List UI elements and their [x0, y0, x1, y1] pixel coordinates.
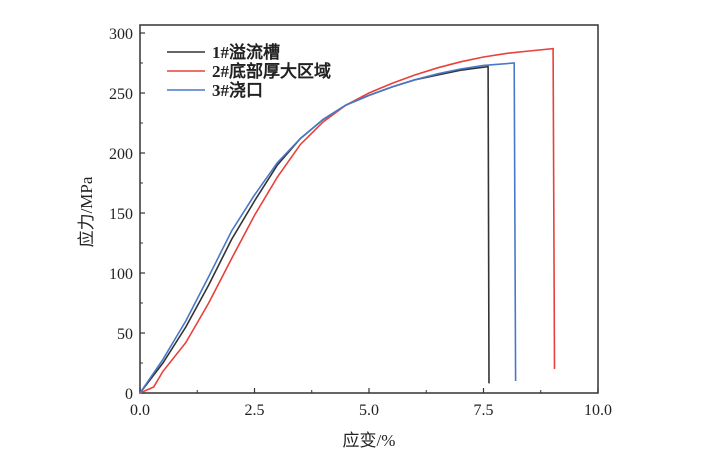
series-line-3 [139, 62, 517, 394]
x-tick-label: 2.5 [245, 402, 265, 419]
y-tick-label: 200 [109, 146, 133, 163]
y-tick-label: 50 [117, 326, 133, 343]
y-tick-label: 100 [109, 266, 133, 283]
x-tick-label: 10.0 [584, 402, 612, 419]
x-tick-label: 5.0 [359, 402, 379, 419]
x-tick-label: 0.0 [130, 402, 150, 419]
legend-label-3: 3#浇口 [212, 80, 263, 100]
y-axis-label: 应力/MPa [77, 176, 96, 247]
legend-label-1: 1#溢流槽 [212, 42, 280, 62]
series-line-2 [139, 47, 556, 394]
y-tick-label: 0 [125, 386, 133, 403]
x-tick-label: 7.5 [474, 402, 494, 419]
y-tick-label: 300 [109, 26, 133, 43]
plot-frame [139, 24, 599, 394]
series-line-1 [139, 65, 490, 394]
y-tick-label: 150 [109, 206, 133, 223]
x-axis-label: 应变/% [343, 431, 396, 450]
legend-label-2: 2#底部厚大区域 [212, 61, 331, 81]
y-tick-label: 250 [109, 86, 133, 103]
plot-area: 0.0 2.5 5.0 7.5 10.0 0 50 100 150 200 250 300 1#溢流槽2… [109, 24, 612, 419]
